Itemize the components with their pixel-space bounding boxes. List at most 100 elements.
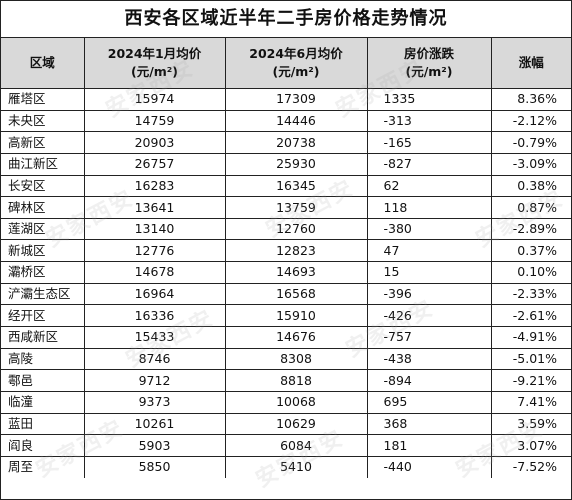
cell-region: 西咸新区 <box>1 326 85 349</box>
cell-change: -827 <box>366 152 492 176</box>
cell-jun-price: 20738 <box>224 131 368 154</box>
cell-jun-price: 25930 <box>224 152 368 176</box>
cell-pct: -2.89% <box>490 217 571 241</box>
cell-jan-price: 20903 <box>83 131 226 154</box>
cell-jun-price: 12823 <box>224 239 368 263</box>
header-jan-line1: 2024年1月均价 <box>107 46 202 61</box>
cell-change: -396 <box>366 282 492 306</box>
cell-jun-price: 16345 <box>224 174 368 198</box>
cell-pct: -4.91% <box>490 326 571 349</box>
cell-jun-price: 8818 <box>224 369 368 392</box>
cell-change: 181 <box>366 434 492 457</box>
cell-pct: -5.01% <box>490 347 571 371</box>
cell-jun-price: 12760 <box>224 217 368 241</box>
cell-region: 蓝田 <box>1 412 85 436</box>
table-row: 经开区 16336 15910 -426 -2.61% <box>1 304 571 328</box>
table-row: 未央区 14759 14446 -313 -2.12% <box>1 109 571 133</box>
header-jun-unit: (元/m²) <box>272 64 320 79</box>
header-change: 房价涨跌 (元/m²) <box>366 38 492 89</box>
cell-jun-price: 15910 <box>224 304 368 328</box>
cell-pct: 7.41% <box>490 390 571 414</box>
cell-jan-price: 15974 <box>83 88 226 111</box>
table-header-row: 区域 2024年1月均价 (元/m²) 2024年6月均价 (元/m²) 房价涨… <box>1 38 571 89</box>
table-row: 鄠邑 9712 8818 -894 -9.21% <box>1 369 571 392</box>
cell-change: 47 <box>366 239 492 263</box>
table-row: 曲江新区 26757 25930 -827 -3.09% <box>1 152 571 176</box>
price-table: 区域 2024年1月均价 (元/m²) 2024年6月均价 (元/m²) 房价涨… <box>1 38 571 478</box>
table-row: 蓝田 10261 10629 368 3.59% <box>1 412 571 436</box>
header-change-line1: 房价涨跌 <box>403 46 454 61</box>
cell-region: 临潼 <box>1 390 85 414</box>
header-jun-line1: 2024年6月均价 <box>249 46 343 61</box>
cell-jan-price: 12776 <box>83 239 226 263</box>
cell-change: -313 <box>366 109 492 133</box>
table-row: 周至 5850 5410 -440 -7.52% <box>1 455 571 478</box>
cell-change: 1335 <box>366 88 492 111</box>
cell-jun-price: 14693 <box>224 261 368 284</box>
table-row: 新城区 12776 12823 47 0.37% <box>1 239 571 263</box>
cell-pct: 0.37% <box>490 239 571 263</box>
cell-jun-price: 6084 <box>224 434 368 457</box>
cell-jun-price: 13759 <box>224 196 368 219</box>
cell-change: 695 <box>366 390 492 414</box>
table-row: 高新区 20903 20738 -165 -0.79% <box>1 131 571 154</box>
cell-jan-price: 9712 <box>83 369 226 392</box>
cell-pct: -9.21% <box>490 369 571 392</box>
cell-region: 经开区 <box>1 304 85 328</box>
cell-change: -380 <box>366 217 492 241</box>
cell-jun-price: 10068 <box>224 390 368 414</box>
cell-region: 浐灞生态区 <box>1 282 85 306</box>
cell-region: 新城区 <box>1 239 85 263</box>
cell-change: -894 <box>366 369 492 392</box>
cell-jun-price: 10629 <box>224 412 368 436</box>
cell-region: 曲江新区 <box>1 152 85 176</box>
header-jan-price: 2024年1月均价 (元/m²) <box>83 38 226 89</box>
cell-jan-price: 14678 <box>83 261 226 284</box>
cell-region: 周至 <box>1 455 85 478</box>
cell-jan-price: 8746 <box>83 347 226 371</box>
table-row: 临潼 9373 10068 695 7.41% <box>1 390 571 414</box>
cell-jan-price: 10261 <box>83 412 226 436</box>
cell-region: 鄠邑 <box>1 369 85 392</box>
cell-region: 阎良 <box>1 434 85 457</box>
cell-jan-price: 5903 <box>83 434 226 457</box>
table-row: 西咸新区 15433 14676 -757 -4.91% <box>1 326 571 349</box>
header-change-unit: (元/m²) <box>405 64 453 79</box>
cell-pct: 0.10% <box>490 261 571 284</box>
cell-change: -426 <box>366 304 492 328</box>
cell-jan-price: 16964 <box>83 282 226 306</box>
cell-pct: -2.33% <box>490 282 571 306</box>
cell-region: 雁塔区 <box>1 88 85 111</box>
cell-pct: -0.79% <box>490 131 571 154</box>
cell-region: 高新区 <box>1 131 85 154</box>
page-title: 西安各区域近半年二手房价格走势情况 <box>1 1 571 38</box>
cell-change: 15 <box>366 261 492 284</box>
table-row: 长安区 16283 16345 62 0.38% <box>1 174 571 198</box>
cell-change: -440 <box>366 455 492 478</box>
cell-jun-price: 5410 <box>224 455 368 478</box>
cell-region: 灞桥区 <box>1 261 85 284</box>
table-row: 碑林区 13641 13759 118 0.87% <box>1 196 571 219</box>
cell-jan-price: 9373 <box>83 390 226 414</box>
header-jan-unit: (元/m²) <box>131 64 178 79</box>
cell-region: 高陵 <box>1 347 85 371</box>
cell-region: 未央区 <box>1 109 85 133</box>
cell-jan-price: 13641 <box>83 196 226 219</box>
cell-jun-price: 16568 <box>224 282 368 306</box>
cell-jan-price: 16336 <box>83 304 226 328</box>
cell-jan-price: 15433 <box>83 326 226 349</box>
cell-pct: 0.87% <box>490 196 571 219</box>
cell-change: -757 <box>366 326 492 349</box>
table-row: 阎良 5903 6084 181 3.07% <box>1 434 571 457</box>
table-row: 灞桥区 14678 14693 15 0.10% <box>1 261 571 284</box>
cell-change: -165 <box>366 131 492 154</box>
cell-pct: -3.09% <box>490 152 571 176</box>
table-row: 莲湖区 13140 12760 -380 -2.89% <box>1 217 571 241</box>
header-pct: 涨幅 <box>490 38 571 89</box>
cell-region: 莲湖区 <box>1 217 85 241</box>
cell-region: 碑林区 <box>1 196 85 219</box>
cell-jan-price: 26757 <box>83 152 226 176</box>
cell-jun-price: 8308 <box>224 347 368 371</box>
cell-jan-price: 16283 <box>83 174 226 198</box>
